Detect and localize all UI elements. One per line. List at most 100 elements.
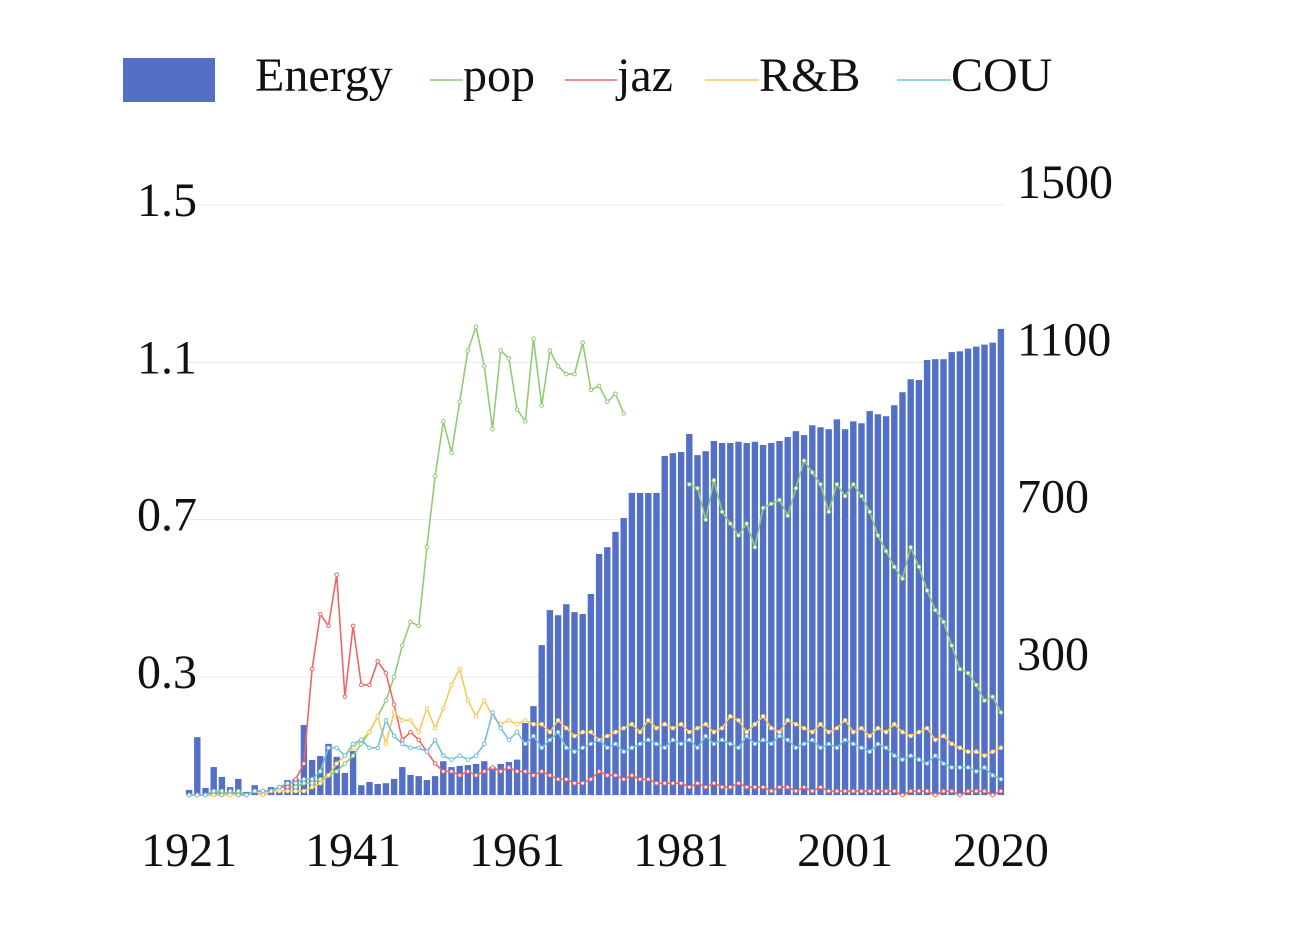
point (309, 666, 315, 672)
point (851, 481, 856, 487)
point (326, 745, 331, 751)
point (605, 733, 610, 739)
point (498, 348, 504, 353)
point (687, 481, 692, 487)
point (736, 717, 741, 723)
point (711, 780, 717, 786)
point (293, 776, 299, 782)
bar (587, 594, 595, 795)
point (810, 737, 815, 743)
point (851, 741, 856, 747)
point (613, 391, 618, 397)
point (293, 780, 299, 786)
bar (841, 429, 849, 795)
point (318, 769, 323, 774)
point (621, 725, 627, 731)
point (547, 773, 553, 778)
point (875, 788, 881, 794)
bar (497, 763, 504, 795)
bar (653, 492, 660, 795)
point (678, 741, 684, 747)
point (564, 776, 569, 782)
point (892, 564, 897, 570)
point (580, 780, 586, 786)
line (189, 574, 1002, 796)
bar (800, 435, 808, 795)
point (424, 544, 430, 550)
point (416, 729, 422, 735)
bar (825, 429, 832, 795)
point (416, 745, 422, 751)
bar (440, 761, 447, 795)
point (465, 769, 471, 774)
point (482, 363, 487, 369)
point (924, 788, 930, 794)
point (211, 792, 216, 798)
point (629, 773, 635, 778)
point (941, 761, 946, 766)
point (547, 729, 553, 735)
bar (407, 774, 414, 795)
point (523, 419, 528, 424)
point (506, 765, 512, 770)
point (449, 769, 454, 774)
line (189, 710, 1002, 796)
point (293, 788, 299, 794)
point (875, 533, 881, 538)
point (531, 336, 536, 342)
point (342, 753, 348, 758)
point (596, 737, 602, 743)
point (465, 348, 471, 353)
point (432, 737, 438, 743)
point (596, 383, 602, 389)
point (629, 745, 635, 751)
point (285, 788, 290, 794)
bar (776, 441, 783, 795)
bar (333, 756, 340, 795)
bar (505, 761, 513, 795)
point (506, 737, 512, 743)
point (990, 792, 996, 798)
point (473, 753, 479, 758)
point (408, 729, 413, 735)
bar (727, 442, 734, 795)
point (432, 474, 438, 479)
point (236, 792, 241, 798)
point (646, 717, 651, 723)
point (359, 741, 364, 747)
point (736, 780, 741, 786)
bar (423, 780, 431, 795)
point (785, 513, 791, 519)
point (998, 776, 1004, 782)
bar (833, 419, 841, 795)
point (523, 769, 528, 774)
point (744, 729, 750, 735)
point (744, 521, 750, 526)
bar (677, 452, 685, 795)
point (490, 426, 495, 432)
point (990, 773, 996, 778)
point (654, 780, 659, 786)
point (908, 544, 914, 550)
point (227, 788, 233, 794)
point (842, 717, 848, 723)
bar (645, 492, 652, 795)
point (588, 729, 594, 735)
point (457, 773, 463, 778)
point (760, 784, 766, 790)
point (760, 505, 766, 511)
point (703, 784, 709, 790)
point (867, 733, 873, 739)
point (539, 403, 545, 408)
point (375, 745, 381, 751)
point (990, 749, 996, 755)
point (375, 658, 381, 664)
point (695, 745, 700, 751)
point (670, 725, 676, 731)
point (555, 776, 561, 782)
point (752, 721, 758, 727)
point (670, 780, 676, 786)
point (687, 737, 692, 743)
point (810, 788, 815, 794)
point (982, 788, 987, 794)
